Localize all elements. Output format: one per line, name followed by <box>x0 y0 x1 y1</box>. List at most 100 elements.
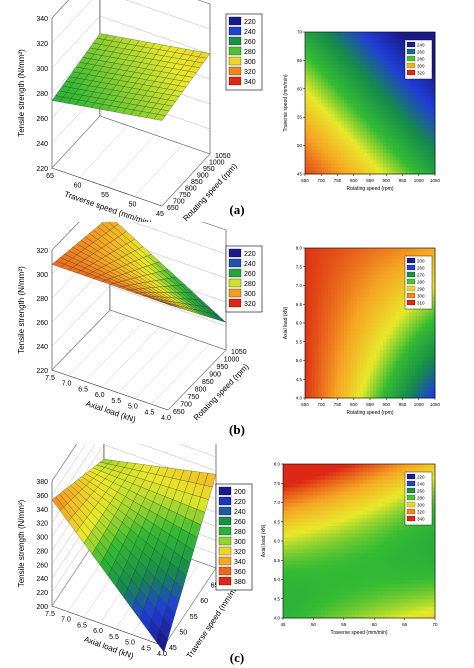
heatmap-cell <box>311 383 316 388</box>
heatmap-cell <box>373 330 377 335</box>
heatmap-cell <box>373 379 377 384</box>
heatmap-cell <box>298 479 303 484</box>
heatmap-cell <box>305 71 309 75</box>
heatmap-cell <box>422 134 426 139</box>
heatmap-cell <box>321 74 325 79</box>
heatmap-cell <box>313 537 318 542</box>
heatmap-cell <box>302 587 307 592</box>
heatmap-cell <box>357 78 361 83</box>
heatmap-cell <box>347 278 351 283</box>
heatmap-cell <box>331 152 335 157</box>
heatmap-cell <box>409 353 413 358</box>
heatmap-cell <box>321 149 325 154</box>
heatmap-cell <box>332 471 337 476</box>
heatmap-cell <box>357 35 361 40</box>
heatmap-cell <box>331 308 335 313</box>
heatmap-cell <box>305 315 309 320</box>
heatmap-cell <box>298 510 303 515</box>
heatmap-cell <box>392 134 397 139</box>
heatmap-cell <box>405 88 410 93</box>
heatmap-cell <box>324 602 329 607</box>
heatmap-cell <box>294 579 299 584</box>
heatmap-cell <box>294 567 299 573</box>
heatmap-cell <box>350 315 355 320</box>
heatmap-cell <box>402 127 407 132</box>
heatmap-cell <box>422 308 426 313</box>
heatmap-cell <box>309 544 314 550</box>
heatmap-cell <box>422 166 426 171</box>
heatmap-cell <box>298 475 303 480</box>
heatmap-cell <box>311 163 316 168</box>
heatmap-cell <box>370 74 374 79</box>
heatmap-cell <box>422 131 426 136</box>
heatmap-cell <box>308 67 312 72</box>
heatmap-cell <box>313 594 318 600</box>
heatmap-cell <box>399 46 403 51</box>
heatmap-cell <box>425 375 429 380</box>
heatmap-cell <box>392 281 397 286</box>
heatmap-cell <box>337 390 342 395</box>
heatmap-cell <box>344 99 348 104</box>
heatmap-cell <box>383 46 387 51</box>
heatmap-cell <box>392 274 397 279</box>
x-grid-line <box>84 321 144 382</box>
heatmap-cell <box>418 149 423 154</box>
heatmap-cell <box>286 483 291 488</box>
heatmap-cell <box>383 338 387 343</box>
heatmap-cell <box>431 266 436 271</box>
heatmap-cell <box>366 127 371 132</box>
heatmap-cell <box>317 548 322 553</box>
heatmap-cell <box>389 85 394 90</box>
heatmap-cell <box>366 149 371 154</box>
panel-b: 2202402602803003207.57.06.56.05.55.04.54… <box>17 222 441 437</box>
legend-swatch <box>406 69 416 76</box>
heatmap-cell <box>340 602 345 607</box>
heatmap-cell <box>290 514 295 519</box>
heatmap-cell <box>298 483 303 488</box>
heatmap-cell <box>327 371 332 376</box>
heatmap-cell <box>376 353 381 358</box>
heatmap-cell <box>415 145 420 150</box>
heatmap-cell <box>311 131 316 136</box>
heatmap-cell <box>317 498 322 503</box>
heatmap-cell <box>286 591 291 596</box>
x-axis-title: Rotating speed (rpm) <box>347 410 394 416</box>
heatmap-cell <box>370 92 374 97</box>
y-tick-label: 700 <box>180 402 192 409</box>
heatmap-cell <box>412 349 416 354</box>
heatmap-cell <box>405 103 410 107</box>
heatmap-cell <box>409 103 413 107</box>
heatmap-cell <box>298 594 303 600</box>
heatmap-cell <box>332 487 337 492</box>
heatmap-cell <box>294 614 299 619</box>
heatmap-cell <box>283 567 288 573</box>
heatmap-cell <box>350 163 355 168</box>
heatmap-cell <box>311 88 316 93</box>
heatmap-cell <box>305 278 309 283</box>
z-tick-label: 240 <box>36 141 48 148</box>
heatmap-cell <box>389 360 394 365</box>
heatmap-cell <box>389 311 394 316</box>
heatmap-cell <box>305 99 309 104</box>
heatmap-cell <box>350 39 355 44</box>
heatmap-cell <box>389 131 394 136</box>
heatmap-cell <box>366 471 371 476</box>
heatmap-cell <box>340 475 345 480</box>
heatmap-cell <box>321 610 326 615</box>
heatmap-cell <box>311 304 316 309</box>
y-tick-label: 750 <box>188 394 200 401</box>
heatmap-cell <box>383 386 387 391</box>
z-tick-label: 340 <box>36 507 48 514</box>
heatmap-cell <box>314 35 319 40</box>
heatmap-cell <box>327 49 332 54</box>
heatmap-cell <box>318 371 322 376</box>
heatmap-cell <box>402 53 407 58</box>
heatmap-cell <box>360 368 364 373</box>
heatmap-cell <box>359 529 364 534</box>
heatmap-cell <box>324 46 329 51</box>
heatmap-cell <box>350 278 355 283</box>
heatmap-cell <box>340 479 345 484</box>
heatmap-cell <box>402 85 407 90</box>
heatmap-cell <box>422 326 426 331</box>
heatmap-cell <box>425 349 429 354</box>
